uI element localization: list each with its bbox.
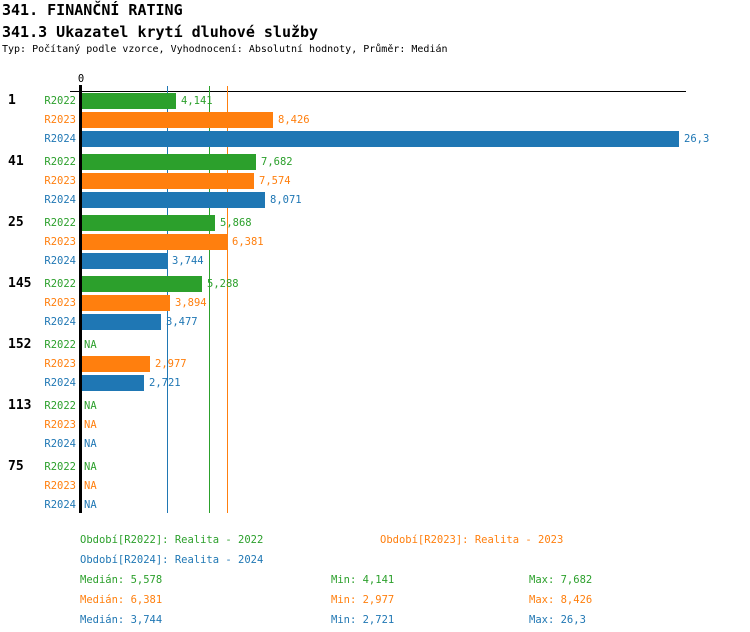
group-label-25: 25 xyxy=(8,215,24,230)
legend-item: Období[R2022]: Realita - 2022 xyxy=(80,534,264,546)
stat-median: Medián: 5,578 xyxy=(80,574,163,586)
bar-na-label: NA xyxy=(84,461,97,473)
bar-value-label: 8,071 xyxy=(270,194,302,206)
stat-min: Min: 2,721 xyxy=(331,614,395,626)
stat-max: Max: 7,682 xyxy=(529,574,593,586)
stat-median: Medián: 6,381 xyxy=(80,594,163,606)
series-row-label: R2023 xyxy=(44,114,76,126)
bar-r2024-group-1 xyxy=(82,131,679,147)
bar-r2023-group-41 xyxy=(82,173,254,189)
bar-na-label: NA xyxy=(84,419,97,431)
series-row-label: R2023 xyxy=(44,358,76,370)
stat-min: Min: 2,977 xyxy=(331,594,395,606)
bar-r2023-group-145 xyxy=(82,295,170,311)
bar-value-label: 3,894 xyxy=(175,297,207,309)
median-gridline-r2022 xyxy=(209,86,210,513)
series-row-label: R2024 xyxy=(44,133,76,145)
bar-na-label: NA xyxy=(84,438,97,450)
group-label-145: 145 xyxy=(8,276,32,291)
group-label-113: 113 xyxy=(8,398,32,413)
series-row-label: R2024 xyxy=(44,316,76,328)
series-row-label: R2024 xyxy=(44,194,76,206)
bar-na-label: NA xyxy=(84,400,97,412)
series-row-label: R2023 xyxy=(44,419,76,431)
series-row-label: R2024 xyxy=(44,499,76,511)
bar-value-label: 5,868 xyxy=(220,217,252,229)
stat-max: Max: 8,426 xyxy=(529,594,593,606)
bar-value-label: 7,574 xyxy=(259,175,291,187)
series-row-label: R2022 xyxy=(44,278,76,290)
bar-r2024-group-41 xyxy=(82,192,265,208)
bar-value-label: 6,381 xyxy=(232,236,264,248)
bar-r2022-group-1 xyxy=(82,93,176,109)
group-label-1: 1 xyxy=(8,93,16,108)
bar-value-label: 8,426 xyxy=(278,114,310,126)
bar-r2023-group-152 xyxy=(82,356,150,372)
bar-r2022-group-41 xyxy=(82,154,256,170)
indicator-meta: Typ: Počítaný podle vzorce, Vyhodnocení:… xyxy=(2,44,448,55)
group-label-152: 152 xyxy=(8,337,32,352)
bar-na-label: NA xyxy=(84,339,97,351)
bar-value-label: 7,682 xyxy=(261,156,293,168)
series-row-label: R2023 xyxy=(44,480,76,492)
bar-value-label: 26,3 xyxy=(684,133,710,145)
bar-r2023-group-1 xyxy=(82,112,273,128)
series-row-label: R2024 xyxy=(44,438,76,450)
stat-min: Min: 4,141 xyxy=(331,574,395,586)
series-row-label: R2023 xyxy=(44,297,76,309)
bar-value-label: 2,977 xyxy=(155,358,187,370)
series-row-label: R2022 xyxy=(44,461,76,473)
series-row-label: R2022 xyxy=(44,156,76,168)
legend-item: Období[R2023]: Realita - 2023 xyxy=(380,534,564,546)
series-row-label: R2023 xyxy=(44,236,76,248)
bar-r2023-group-25 xyxy=(82,234,227,250)
bar-r2022-group-25 xyxy=(82,215,215,231)
series-row-label: R2022 xyxy=(44,400,76,412)
median-gridline-r2023 xyxy=(227,86,228,513)
group-label-75: 75 xyxy=(8,459,24,474)
bar-value-label: 2,721 xyxy=(149,377,181,389)
bar-r2024-group-145 xyxy=(82,314,161,330)
series-row-label: R2022 xyxy=(44,339,76,351)
series-row-label: R2022 xyxy=(44,217,76,229)
stat-max: Max: 26,3 xyxy=(529,614,586,626)
legend-item: Období[R2024]: Realita - 2024 xyxy=(80,554,264,566)
bar-r2024-group-152 xyxy=(82,375,144,391)
indicator-title: 341.3 Ukazatel krytí dluhové služby xyxy=(2,23,319,41)
series-row-label: R2023 xyxy=(44,175,76,187)
axis-origin-label: 0 xyxy=(77,73,85,85)
series-row-label: R2022 xyxy=(44,95,76,107)
page-title: 341. FINANČNÍ RATING xyxy=(2,1,183,19)
group-label-41: 41 xyxy=(8,154,24,169)
x-axis-line xyxy=(70,91,686,92)
zero-baseline xyxy=(79,85,82,513)
bar-r2024-group-25 xyxy=(82,253,167,269)
series-row-label: R2024 xyxy=(44,377,76,389)
bar-value-label: 4,141 xyxy=(181,95,213,107)
bar-r2022-group-145 xyxy=(82,276,202,292)
bar-value-label: 5,288 xyxy=(207,278,239,290)
stat-median: Medián: 3,744 xyxy=(80,614,163,626)
bar-na-label: NA xyxy=(84,499,97,511)
bar-value-label: 3,744 xyxy=(172,255,204,267)
series-row-label: R2024 xyxy=(44,255,76,267)
bar-na-label: NA xyxy=(84,480,97,492)
bar-value-label: 3,477 xyxy=(166,316,198,328)
